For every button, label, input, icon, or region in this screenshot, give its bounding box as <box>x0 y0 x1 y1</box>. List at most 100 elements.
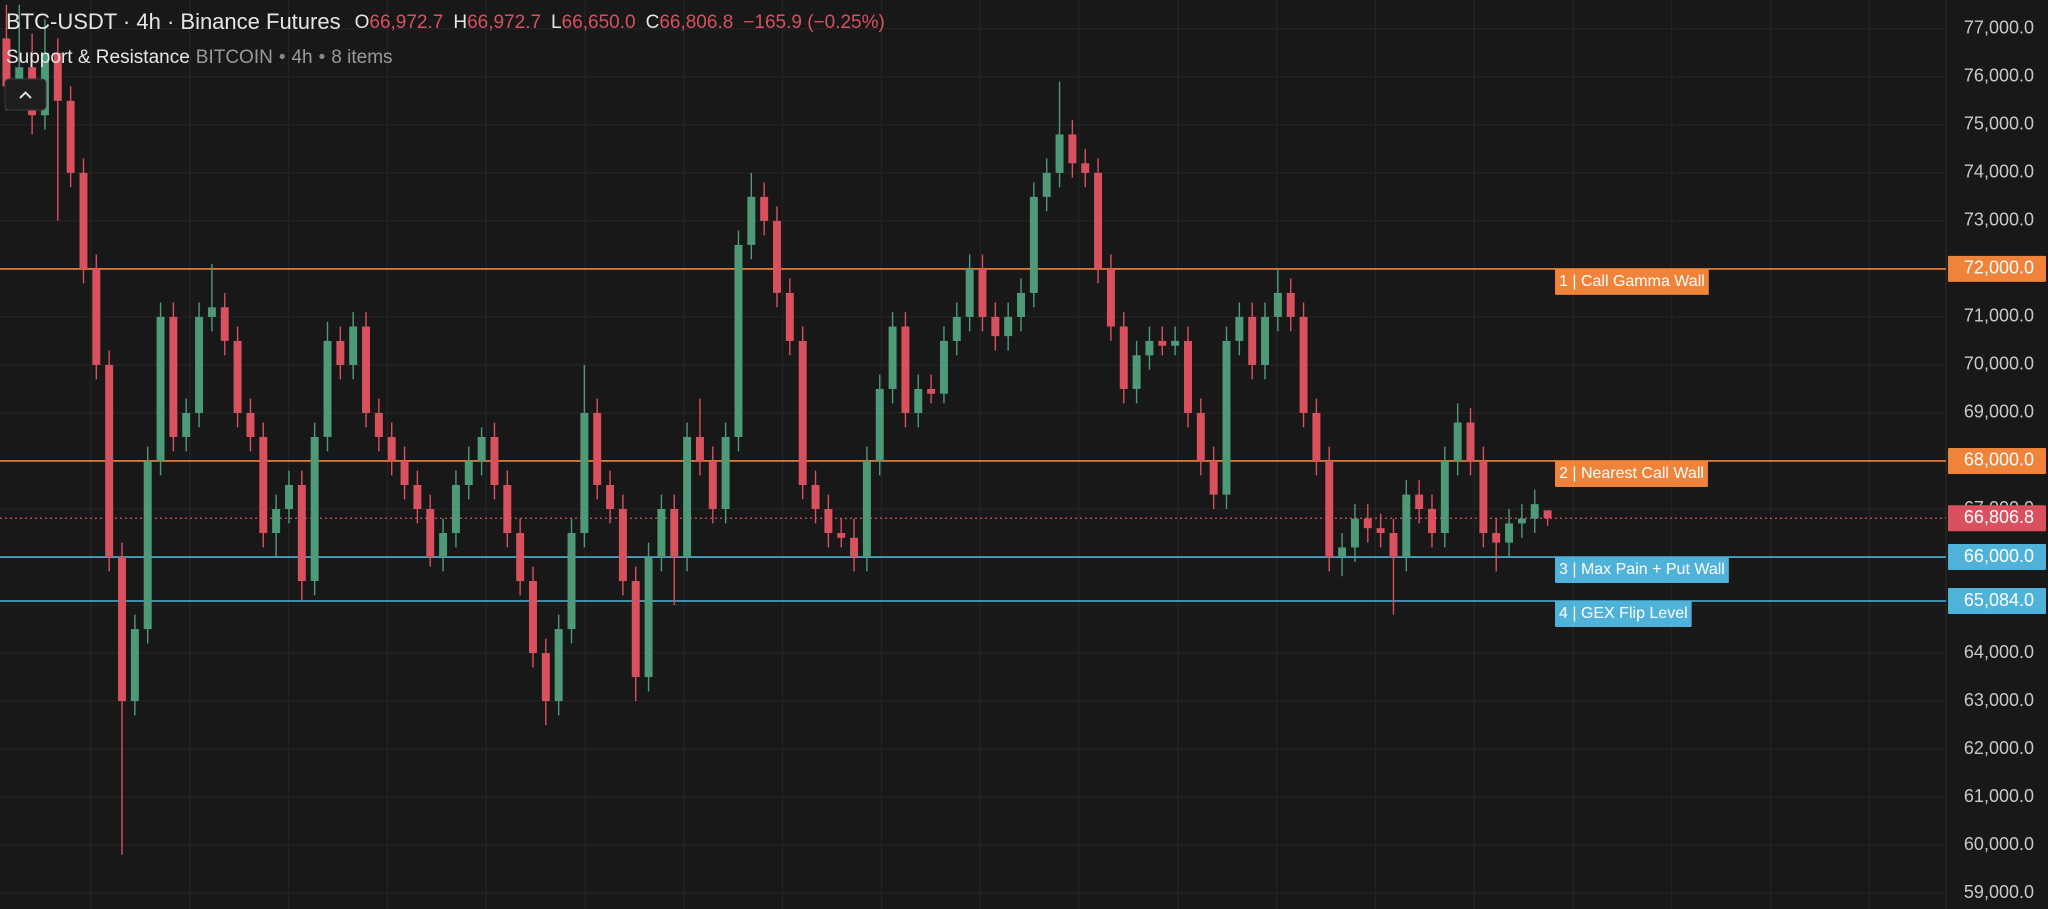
price-change: −165.9 (−0.25%) <box>743 12 885 33</box>
price-axis: 59,000.0 60,000.0 61,000.0 62,000.0 63,000.0… <box>1948 18 2046 902</box>
candle-body <box>785 292 794 341</box>
y-tick-label: 61,000.0 <box>1964 786 2034 806</box>
candle-body <box>606 484 615 510</box>
candle-body <box>1094 172 1103 269</box>
candle-body <box>1029 196 1038 293</box>
candle-body <box>413 484 422 510</box>
level-axis-label: 65,084.0 <box>1964 590 2034 610</box>
level-label: 2 | Nearest Call Wall <box>1559 465 1704 482</box>
level-label: 4 | GEX Flip Level <box>1559 605 1688 622</box>
candle-body <box>451 484 460 534</box>
candle-body <box>516 533 525 582</box>
candle-body <box>978 268 987 317</box>
candles <box>2 4 1552 855</box>
candle-body <box>1453 422 1462 461</box>
candle-body <box>939 340 948 394</box>
candle-body <box>1004 316 1013 337</box>
candle-body <box>773 220 781 293</box>
level-axis-label-group: 65,084.0 <box>1948 588 2046 615</box>
candle-body <box>1299 316 1308 413</box>
candle-body <box>362 326 371 413</box>
candle-body <box>644 557 653 678</box>
candle-body <box>143 460 152 630</box>
candle-body <box>1479 460 1488 534</box>
candle-body <box>1248 316 1257 365</box>
candle-body <box>593 412 602 485</box>
ohlc-key: H <box>453 12 467 33</box>
candle-body <box>1235 316 1244 341</box>
candle-body <box>246 412 255 437</box>
candle-body <box>1428 509 1436 534</box>
candle-body <box>657 509 666 558</box>
candle-body <box>1530 504 1539 519</box>
level-label-box <box>1555 268 1709 295</box>
level-label-group: 3 | Max Pain + Put Wall <box>1555 557 1729 584</box>
candle-body <box>670 509 679 558</box>
candle-body <box>195 316 204 413</box>
candle-body <box>1517 518 1526 524</box>
candle-body <box>66 100 75 173</box>
candle-body <box>233 340 242 413</box>
level-label-box <box>1555 460 1708 487</box>
candle-body <box>1068 134 1077 164</box>
ohlc-legend: O66,972.7 H66,972.7 L66,650.0 C66,806.8 −165… <box>355 12 885 33</box>
y-tick-label: 77,000.0 <box>1964 18 2034 38</box>
candle-body <box>118 557 126 702</box>
candle-body <box>1261 316 1270 365</box>
candle-body <box>618 509 627 582</box>
candle-body <box>683 436 692 558</box>
ohlc-value: 66,972.7 <box>369 12 443 33</box>
candle-body <box>991 316 1000 337</box>
candle-body <box>837 533 846 538</box>
y-tick-label: 63,000.0 <box>1964 690 2034 710</box>
ohlc-value: 66,806.8 <box>659 12 733 33</box>
candle-body <box>580 412 589 534</box>
candle-body <box>220 307 229 341</box>
candle-body <box>567 533 576 630</box>
y-tick-label: 76,000.0 <box>1964 66 2034 86</box>
candle-body <box>105 364 114 558</box>
candle-body <box>272 509 281 534</box>
level-axis-label-box <box>1948 588 2046 615</box>
level-label: 1 | Call Gamma Wall <box>1559 273 1705 290</box>
symbol-title[interactable]: BTC-USDT · 4h · Binance Futures <box>6 9 341 34</box>
separator: • <box>279 47 286 68</box>
candle-body <box>901 326 910 413</box>
candle-body <box>15 67 24 87</box>
candle-body <box>965 268 974 317</box>
candle-body <box>1171 340 1180 346</box>
levels: 1 | Call Gamma Wall 2 | Nearest Call Wall… <box>0 268 1946 628</box>
candle-body <box>464 460 473 485</box>
grid <box>0 0 1947 909</box>
ohlc-key: O <box>355 12 370 33</box>
candle-body <box>477 436 486 461</box>
candle-body <box>503 484 512 534</box>
candle-body <box>297 484 306 582</box>
indicator-legend[interactable]: Support & Resistance BITCOIN • 4h • 8 items <box>6 47 393 68</box>
candle-body <box>914 388 923 413</box>
level-axis-label: 68,000.0 <box>1964 450 2034 470</box>
level-axis-label: 66,000.0 <box>1964 546 2034 566</box>
level-axis-label-box <box>1948 544 2046 571</box>
level-axis-label-box <box>1948 255 2046 282</box>
y-tick-label: 75,000.0 <box>1964 114 2034 134</box>
ohlc-value: 66,650.0 <box>562 12 636 33</box>
candle-body <box>850 537 859 558</box>
candle-body <box>760 196 769 221</box>
candle-body <box>1376 528 1385 534</box>
level-axis-label-group: 68,000.0 <box>1948 447 2046 474</box>
candle-body <box>1363 518 1372 529</box>
candle-body <box>1273 292 1282 317</box>
y-tick-label: 69,000.0 <box>1964 402 2034 422</box>
candle-body <box>1183 340 1192 413</box>
candle-body <box>490 436 499 485</box>
collapse-button[interactable] <box>4 78 47 111</box>
last-price-label-group: 66,806.8 <box>1948 505 2046 532</box>
candle-body <box>182 412 191 437</box>
candle-body <box>1042 172 1051 197</box>
candle-body <box>400 460 409 485</box>
candle-body <box>1196 412 1205 461</box>
candle-body <box>811 484 820 510</box>
